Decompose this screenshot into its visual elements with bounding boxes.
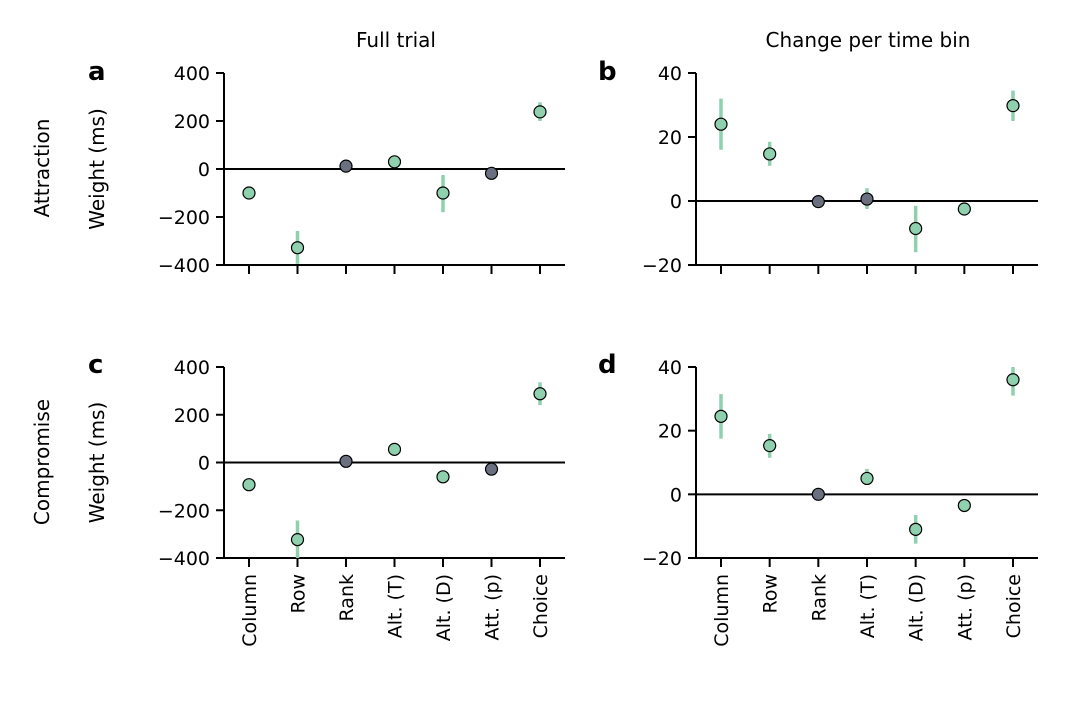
x-tick-label: Alt. (T) bbox=[857, 574, 879, 638]
data-point bbox=[714, 117, 728, 131]
x-tick-label: Column bbox=[711, 574, 733, 647]
y-tick-label: 20 bbox=[658, 127, 682, 149]
data-point bbox=[290, 533, 305, 547]
y-tick-label: −400 bbox=[158, 255, 210, 277]
y-tick-label: 40 bbox=[658, 357, 682, 379]
data-point bbox=[242, 478, 256, 492]
x-tick-label: Alt. (D) bbox=[906, 574, 928, 641]
data-point bbox=[387, 442, 402, 456]
data-point bbox=[436, 470, 450, 484]
y-tick-label: −200 bbox=[158, 500, 210, 522]
data-point bbox=[909, 522, 923, 536]
data-point bbox=[436, 186, 450, 200]
x-tick-label: Column bbox=[239, 574, 261, 647]
y-tick-label: −20 bbox=[642, 255, 682, 277]
data-point bbox=[1006, 373, 1020, 387]
data-point bbox=[860, 192, 874, 206]
data-point bbox=[339, 159, 353, 173]
y-tick-label: 0 bbox=[198, 453, 210, 475]
panel-c: c −400 −200 0 200 400 Weight (ms) Column Row Rank… bbox=[85, 350, 565, 647]
y-tick-label: −20 bbox=[642, 548, 682, 570]
x-tick-label: Rank bbox=[808, 574, 830, 621]
column-title-full-trial: Full trial bbox=[356, 28, 436, 52]
y-tick-label: 0 bbox=[670, 484, 682, 506]
data-point bbox=[957, 202, 971, 216]
y-tick-label: 20 bbox=[658, 421, 682, 443]
x-tick-label: Att. (p) bbox=[954, 574, 976, 641]
data-point bbox=[957, 498, 971, 513]
x-tick-label: Row bbox=[288, 574, 310, 614]
x-tick-label: Row bbox=[760, 574, 782, 614]
y-tick-label: 0 bbox=[670, 191, 682, 213]
y-axis-label: Weight (ms) bbox=[85, 402, 109, 524]
data-point bbox=[484, 462, 499, 476]
data-point bbox=[533, 105, 547, 119]
panel-letter: d bbox=[598, 350, 617, 380]
panel-d: d −20 0 20 40 Column Row Rank Alt. (T) Alt. (D) At… bbox=[598, 350, 1038, 647]
y-tick-label: 200 bbox=[174, 405, 210, 427]
y-axis-label: Weight (ms) bbox=[85, 108, 109, 230]
row-label-compromise: Compromise bbox=[30, 399, 54, 525]
data-point bbox=[387, 155, 402, 169]
y-tick-label: 400 bbox=[174, 63, 210, 85]
x-tick-label: Choice bbox=[1003, 574, 1025, 638]
data-point bbox=[533, 387, 547, 401]
y-tick-label: 200 bbox=[174, 111, 210, 133]
y-tick-label: 400 bbox=[174, 357, 210, 379]
panel-a: a −400 −200 0 200 400 Weight (ms) bbox=[85, 57, 565, 277]
y-tick-label: 0 bbox=[198, 159, 210, 181]
data-point bbox=[763, 147, 777, 161]
data-point bbox=[484, 166, 499, 180]
data-point bbox=[763, 439, 777, 453]
column-title-change-per-time-bin: Change per time bin bbox=[766, 28, 971, 52]
row-label-attraction: Attraction bbox=[30, 119, 54, 218]
data-point bbox=[811, 195, 825, 209]
x-tick-label: Rank bbox=[336, 574, 358, 621]
x-tick-label: Choice bbox=[530, 574, 552, 638]
data-point bbox=[811, 487, 825, 501]
y-tick-label: 40 bbox=[658, 63, 682, 85]
panel-letter: a bbox=[88, 57, 106, 87]
y-tick-label: −400 bbox=[158, 548, 210, 570]
data-point bbox=[909, 221, 923, 236]
x-tick-label: Alt. (D) bbox=[433, 574, 455, 641]
data-point bbox=[290, 241, 305, 255]
data-point bbox=[339, 454, 353, 468]
data-point bbox=[242, 186, 256, 200]
panel-letter: b bbox=[598, 57, 617, 87]
y-tick-label: −200 bbox=[158, 207, 210, 229]
panel-letter: c bbox=[88, 350, 103, 380]
panel-b: b −20 0 20 40 bbox=[598, 57, 1038, 277]
data-point bbox=[1006, 99, 1020, 113]
data-point bbox=[860, 471, 874, 486]
x-tick-label: Att. (p) bbox=[482, 574, 504, 641]
data-point bbox=[714, 409, 728, 423]
x-tick-label: Alt. (T) bbox=[385, 574, 407, 638]
